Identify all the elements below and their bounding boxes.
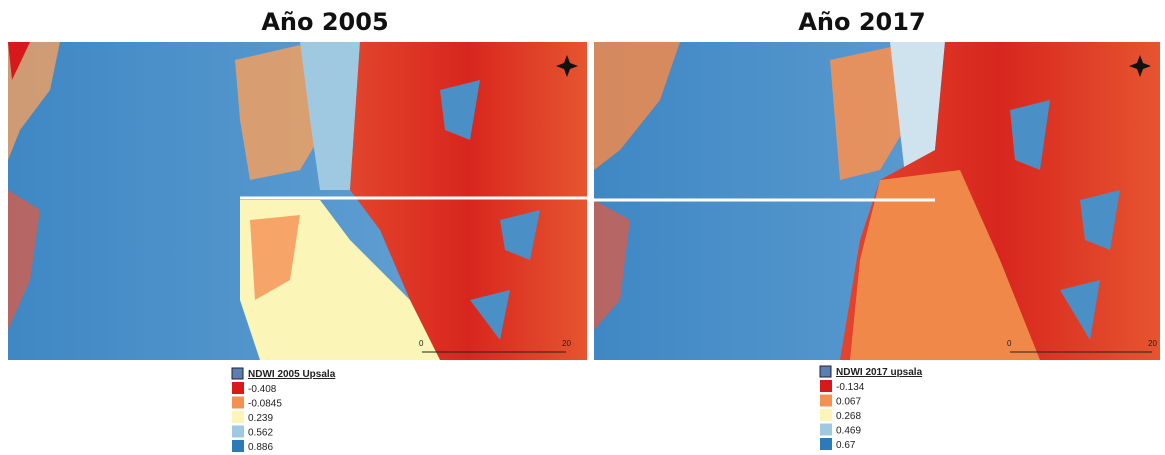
legend-title: NDWI 2017 upsala (836, 367, 923, 378)
legend-label: -0.408 (248, 384, 277, 395)
legend-label: 0.469 (836, 426, 861, 437)
page: Año 2005 Año 2017 0 20 0 20 NDWI 2005 U (0, 0, 1165, 455)
legend-icon (820, 366, 831, 377)
map-2017: 0 20 (594, 42, 1160, 360)
legend-label: -0.134 (836, 382, 865, 393)
legend-swatch (232, 411, 244, 423)
legend-swatch (820, 395, 832, 407)
legend-label: 0.67 (836, 440, 856, 451)
legend-label: 0.562 (248, 428, 273, 439)
legend-label: 0.886 (248, 442, 273, 453)
legend-label: -0.0845 (248, 399, 282, 410)
scale-label: 0 (419, 339, 424, 348)
legend-swatch (232, 397, 244, 409)
legend-swatch (232, 382, 244, 394)
legend-icon (232, 368, 243, 379)
map-title: Año 2005 (261, 8, 388, 36)
legend-swatch (820, 438, 832, 450)
map-title: Año 2017 (798, 8, 925, 36)
legend-label: 0.067 (836, 397, 861, 408)
legend-label: 0.239 (248, 413, 273, 424)
legend-label: 0.268 (836, 411, 861, 422)
scale-label: 20 (1148, 339, 1157, 348)
scale-label: 20 (562, 339, 571, 348)
legend-title: NDWI 2005 Upsala (248, 369, 336, 380)
legend-swatch (820, 424, 832, 436)
legends: NDWI 2005 Upsala -0.408 -0.0845 0.239 0.562 0… (232, 366, 923, 453)
legend-swatch (820, 380, 832, 392)
map-2005: 0 20 (8, 42, 587, 360)
legend-swatch (820, 409, 832, 421)
legend-swatch (232, 440, 244, 452)
legend-swatch (232, 426, 244, 438)
scale-label: 0 (1007, 339, 1012, 348)
